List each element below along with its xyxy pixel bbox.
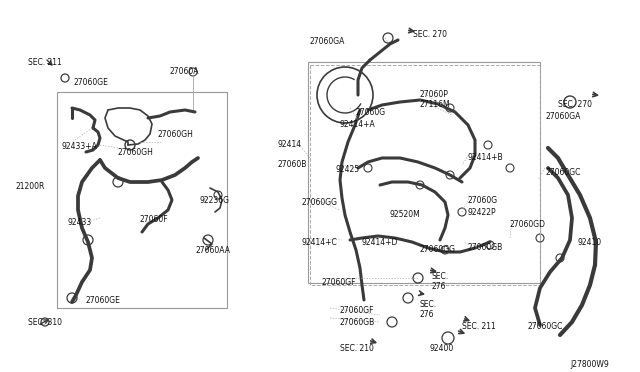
- Text: 92433+A: 92433+A: [62, 142, 98, 151]
- Text: 27060AA: 27060AA: [196, 246, 231, 255]
- Text: SEC.: SEC.: [420, 300, 437, 309]
- Text: SEC. 211: SEC. 211: [28, 58, 61, 67]
- Text: 27060GC: 27060GC: [545, 168, 580, 177]
- Text: 27060GA: 27060GA: [310, 37, 346, 46]
- Text: 27060P: 27060P: [420, 90, 449, 99]
- Text: 21200R: 21200R: [16, 182, 45, 191]
- Text: 92425: 92425: [336, 165, 360, 174]
- Text: 92520M: 92520M: [390, 210, 420, 219]
- Text: 27060GE: 27060GE: [85, 296, 120, 305]
- Text: SEC. 211: SEC. 211: [462, 322, 496, 331]
- Bar: [310, 65, 540, 285]
- Text: SEC. 210: SEC. 210: [340, 344, 374, 353]
- Text: 27060GF: 27060GF: [340, 306, 374, 315]
- Text: 92414+D: 92414+D: [362, 238, 398, 247]
- Text: 27060GB: 27060GB: [468, 243, 503, 252]
- Text: 27060GD: 27060GD: [510, 220, 546, 229]
- Text: 27060GG: 27060GG: [420, 245, 456, 254]
- Text: 92422P: 92422P: [468, 208, 497, 217]
- Text: SEC. 270: SEC. 270: [558, 100, 592, 109]
- Text: 276: 276: [432, 282, 447, 291]
- Text: 27060GH: 27060GH: [157, 130, 193, 139]
- Text: 92414+C: 92414+C: [302, 238, 338, 247]
- Text: 92414+B: 92414+B: [468, 153, 504, 162]
- Text: 27060F: 27060F: [140, 215, 168, 224]
- Text: 27060A: 27060A: [170, 67, 200, 76]
- Text: 92414+A: 92414+A: [340, 120, 376, 129]
- Bar: [308, 62, 540, 283]
- Text: 276: 276: [420, 310, 435, 319]
- Text: SEC.: SEC.: [432, 272, 449, 281]
- Text: SEC. 310: SEC. 310: [28, 318, 62, 327]
- Text: 27060GH: 27060GH: [118, 148, 154, 157]
- Text: SEC. 270: SEC. 270: [413, 30, 447, 39]
- Text: J27800W9: J27800W9: [570, 360, 609, 369]
- Bar: [57, 92, 227, 308]
- Text: 27060GG: 27060GG: [302, 198, 338, 207]
- Text: 92410: 92410: [578, 238, 602, 247]
- Text: 27060GB: 27060GB: [340, 318, 375, 327]
- Text: 27060G: 27060G: [468, 196, 498, 205]
- Text: 92236G: 92236G: [200, 196, 230, 205]
- Text: 27060GA: 27060GA: [545, 112, 580, 121]
- Text: 27060GF: 27060GF: [322, 278, 356, 287]
- Text: 27116M: 27116M: [420, 100, 451, 109]
- Text: 92414: 92414: [278, 140, 302, 149]
- Text: 92400: 92400: [430, 344, 454, 353]
- Text: 92433: 92433: [68, 218, 92, 227]
- Text: 27060G: 27060G: [355, 108, 385, 117]
- Text: 27060GC: 27060GC: [528, 322, 563, 331]
- Text: 27060B: 27060B: [278, 160, 307, 169]
- Text: 27060GE: 27060GE: [73, 78, 108, 87]
